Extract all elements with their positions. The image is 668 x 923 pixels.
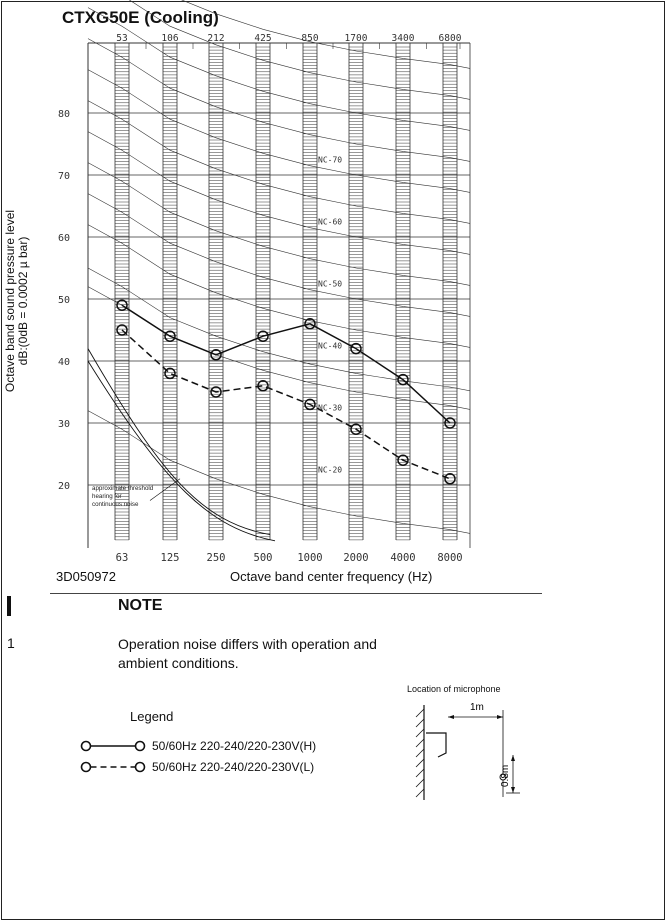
data-point-high bbox=[350, 342, 362, 355]
y-tick-label: 30 bbox=[58, 419, 70, 430]
data-point-high bbox=[164, 330, 176, 342]
x-bottom-tick-label: 125 bbox=[161, 552, 180, 564]
nc-curve bbox=[87, 7, 471, 131]
mic-height-label: 0.8m bbox=[500, 765, 511, 787]
y-axis-label-line-2: dB:(0dB = 0.0002 µ bar) bbox=[16, 236, 30, 366]
x-bottom-tick-label: 4000 bbox=[390, 552, 415, 564]
mic-distance-label: 1m bbox=[470, 702, 484, 713]
y-tick-label: 50 bbox=[58, 295, 70, 306]
x-top-tick-label: 212 bbox=[207, 33, 224, 44]
y-tick-label: 40 bbox=[58, 357, 70, 368]
x-top-tick-label: 53 bbox=[116, 33, 127, 44]
y-axis-label: Octave band sound pressure level dB:(0dB… bbox=[3, 171, 30, 431]
legend-item-low: 50/60Hz 220-240/220-230V(L) bbox=[80, 758, 314, 776]
nc-curve-label: NC-60 bbox=[318, 218, 342, 227]
x-bottom-tick-label: 500 bbox=[254, 552, 273, 564]
note-marker bbox=[7, 596, 11, 616]
legend-dashed-line-icon bbox=[80, 761, 146, 773]
threshold-curve bbox=[87, 360, 276, 542]
nc-curve bbox=[87, 224, 471, 348]
data-point-low bbox=[444, 473, 456, 485]
data-point-high bbox=[444, 417, 456, 429]
threshold-pointer bbox=[149, 478, 181, 501]
y-tick-label: 70 bbox=[58, 171, 70, 182]
nc-curve-label: NC-20 bbox=[318, 466, 342, 475]
nc-curve bbox=[87, 131, 471, 255]
x-top-tick-label: 6800 bbox=[439, 33, 462, 44]
series-line-low bbox=[121, 329, 451, 480]
noise-chart: 20 30 40 50 60 70 80 53 106 212 425 850 1700 3400 6800… bbox=[58, 0, 471, 564]
x-bottom-tick-label: 1000 bbox=[297, 552, 322, 564]
nc-curve bbox=[87, 100, 471, 224]
note-number: 1 bbox=[7, 635, 15, 651]
nc-curve bbox=[87, 69, 471, 193]
series-line-high bbox=[121, 304, 451, 424]
data-point-high bbox=[304, 318, 316, 330]
section-divider bbox=[50, 593, 542, 594]
threshold-annotation-line: hearing for bbox=[92, 493, 122, 500]
data-point-high bbox=[257, 330, 269, 342]
data-point-high bbox=[116, 299, 128, 311]
x-top-tick-label: 106 bbox=[161, 33, 178, 44]
nc-curve bbox=[181, 0, 471, 69]
x-bottom-tick-label: 8000 bbox=[437, 552, 462, 564]
legend-label-high: 50/60Hz 220-240/220-230V(H) bbox=[152, 739, 317, 753]
nc-curve-label: NC-70 bbox=[318, 156, 342, 165]
legend-item-high: 50/60Hz 220-240/220-230V(H) bbox=[80, 737, 316, 755]
nc-curve bbox=[87, 410, 471, 534]
nc-curve-label: NC-30 bbox=[318, 404, 342, 413]
x-top-tick-label: 425 bbox=[254, 33, 271, 44]
y-tick-label: 80 bbox=[58, 109, 70, 120]
data-point-low bbox=[397, 454, 409, 466]
x-top-tick-label: 1700 bbox=[345, 33, 368, 44]
nc-curve bbox=[87, 162, 471, 286]
threshold-curve bbox=[87, 348, 271, 536]
data-point-low bbox=[257, 380, 269, 392]
x-axis-label: Octave band center frequency (Hz) bbox=[230, 569, 433, 584]
note-text: Operation noise differs with operation a… bbox=[118, 636, 377, 671]
mic-location-label: Location of microphone bbox=[407, 684, 501, 694]
note-heading: NOTE bbox=[118, 597, 163, 614]
data-point-low bbox=[210, 386, 222, 398]
chart-title: CTXG50E (Cooling) bbox=[62, 8, 219, 27]
nc-curve-label: NC-40 bbox=[318, 342, 342, 351]
legend-title: Legend bbox=[130, 709, 174, 724]
x-bottom-tick-label: 2000 bbox=[343, 552, 368, 564]
nc-curve bbox=[87, 286, 471, 410]
x-top-tick-label: 850 bbox=[301, 33, 318, 44]
data-point-high bbox=[210, 349, 222, 361]
nc-curve bbox=[87, 267, 471, 392]
threshold-annotation-line: continuous noise bbox=[92, 501, 139, 508]
nc-curve bbox=[128, 0, 471, 100]
x-bottom-tick-label: 250 bbox=[207, 552, 226, 564]
nc-curve-label: NC-50 bbox=[318, 280, 342, 289]
data-point-low bbox=[350, 423, 362, 435]
data-point-low bbox=[304, 398, 316, 411]
microphone-location-diagram: 1m 0.8m bbox=[415, 702, 520, 800]
legend-solid-line-icon bbox=[80, 740, 146, 752]
legend-label-low: 50/60Hz 220-240/220-230V(L) bbox=[152, 760, 315, 774]
drawing-code: 3D050972 bbox=[56, 569, 116, 584]
nc-curve bbox=[87, 38, 471, 162]
nc-curve bbox=[87, 193, 471, 317]
y-tick-label: 20 bbox=[58, 481, 70, 492]
data-point-low bbox=[116, 324, 128, 336]
threshold-annotation-line: approximate threshold bbox=[92, 485, 154, 492]
x-top-tick-label: 3400 bbox=[392, 33, 415, 44]
data-point-high bbox=[397, 373, 409, 386]
y-tick-label: 60 bbox=[58, 233, 70, 244]
x-bottom-tick-label: 63 bbox=[116, 552, 129, 564]
data-point-low bbox=[164, 367, 176, 380]
